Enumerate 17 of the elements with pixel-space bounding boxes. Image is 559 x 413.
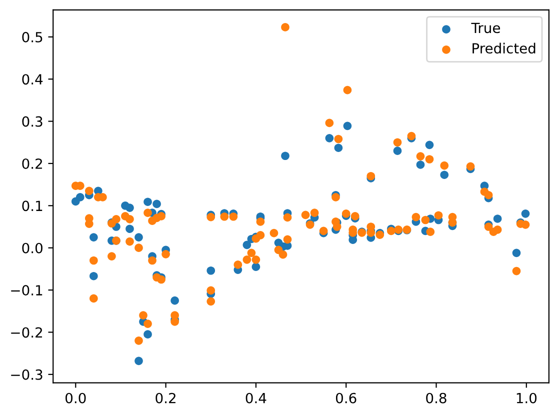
- y-tick-label: 0.4: [22, 74, 43, 85]
- y-tick-label: −0.3: [11, 369, 42, 380]
- y-tick-label: −0.1: [11, 285, 42, 296]
- y-tick-label: 0.2: [22, 158, 42, 169]
- y-tick-label: 0.1: [22, 200, 42, 212]
- x-tick-label: 0.2: [156, 392, 176, 404]
- legend-label: Predicted: [472, 42, 536, 54]
- legend-label: True: [471, 22, 500, 34]
- y-tick-label: 0.5: [22, 32, 42, 42]
- x-tick-label: 0.4: [246, 392, 266, 404]
- x-tick-label: 0.6: [336, 392, 356, 404]
- x-tick-label: 0.8: [426, 392, 446, 404]
- x-tick-label: 0.0: [66, 392, 86, 404]
- x-tick-label: 1.0: [516, 392, 537, 404]
- y-tick-label: 0.0: [22, 242, 42, 254]
- y-tick-label: 0.3: [22, 116, 42, 127]
- y-tick-label: −0.2: [11, 327, 42, 338]
